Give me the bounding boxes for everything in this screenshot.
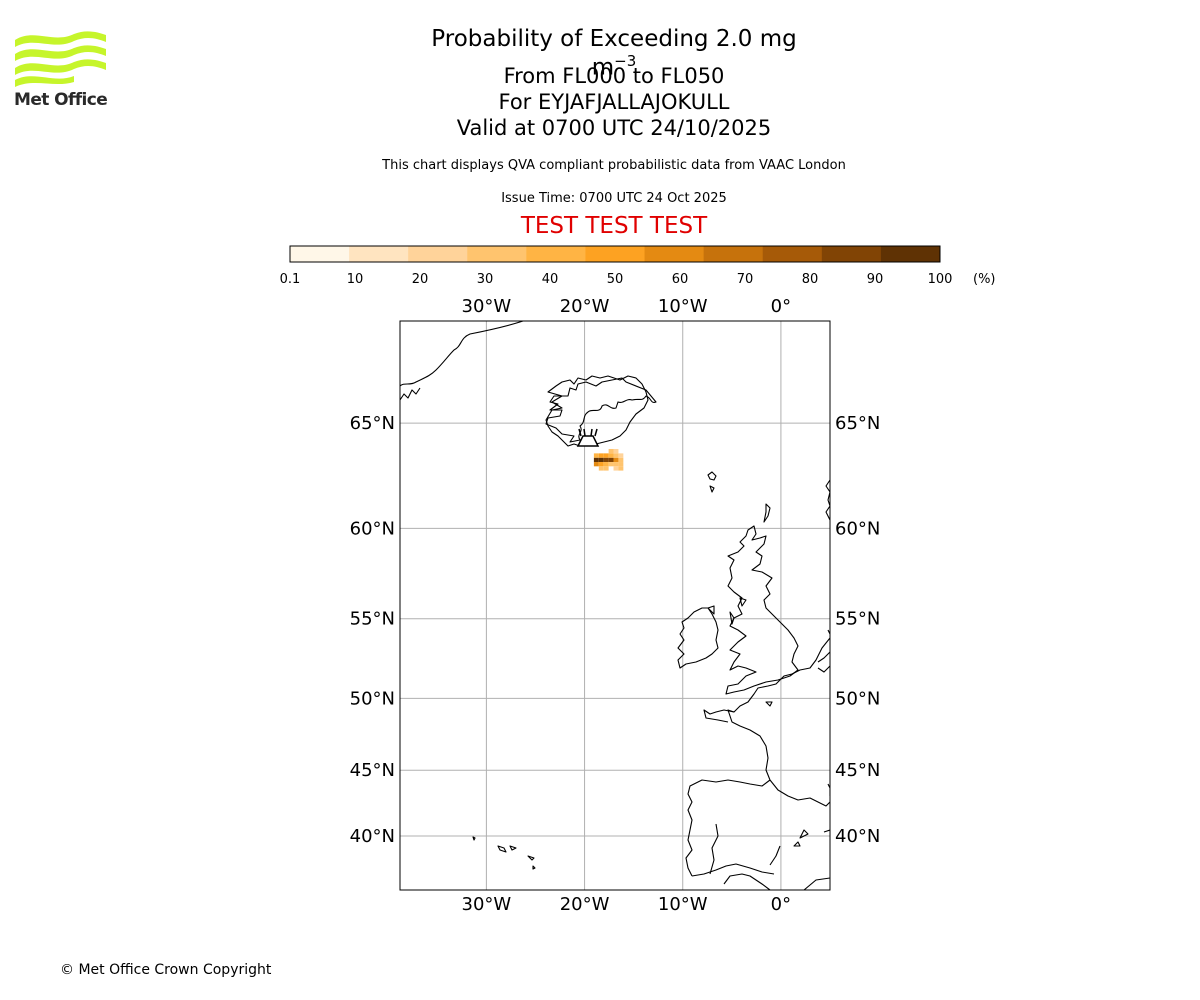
flight-level-range: From FL000 to FL050 bbox=[503, 64, 725, 88]
colorbar-tick-label: 10 bbox=[347, 272, 364, 287]
colorbar-border bbox=[289, 245, 941, 263]
chart-title: Probability of Exceeding 2.0 mg m−3 bbox=[414, 26, 814, 81]
longitude-labels-bottom: 30°W 20°W 10°W 0° bbox=[462, 894, 792, 915]
colorbar-tick-label: 90 bbox=[867, 272, 884, 287]
colorbar-cell bbox=[703, 246, 764, 262]
lon-label-bottom: 10°W bbox=[658, 894, 708, 915]
title-superscript: −3 bbox=[614, 52, 637, 70]
heatmap-cell bbox=[603, 462, 609, 467]
colorbar-cell bbox=[880, 246, 941, 262]
lon-label-bottom: 0° bbox=[771, 894, 791, 915]
test-banner: TEST TEST TEST bbox=[520, 213, 708, 239]
heatmap-cell bbox=[598, 466, 604, 471]
valid-time: Valid at 0700 UTC 24/10/2025 bbox=[456, 116, 772, 140]
coastlines bbox=[400, 321, 830, 890]
title-main: Probability of Exceeding 2.0 mg m bbox=[431, 26, 797, 81]
heatmap-cell bbox=[598, 457, 604, 463]
heatmap-cell bbox=[598, 462, 604, 467]
heatmap-cell bbox=[598, 453, 604, 458]
heatmap-cell bbox=[613, 457, 619, 463]
colorbar: 0.1 10 20 30 40 50 60 70 80 90 100 (%) bbox=[280, 245, 996, 287]
colorbar-tick-label: 30 bbox=[477, 272, 494, 287]
probability-heatmap bbox=[593, 448, 624, 471]
map-frame bbox=[399, 320, 831, 891]
colorbar-tick-label: 0.1 bbox=[280, 272, 301, 287]
lat-label-right: 60°N bbox=[835, 518, 880, 539]
lat-label-left: 55°N bbox=[350, 609, 395, 630]
gridlines bbox=[400, 321, 830, 890]
colorbar-tick-label: 100 bbox=[928, 272, 953, 287]
heatmap-cell bbox=[593, 462, 599, 467]
colorbar-cell bbox=[644, 246, 705, 262]
chart-subtitle: This chart displays QVA compliant probab… bbox=[382, 158, 846, 173]
lat-label-right: 40°N bbox=[835, 826, 880, 847]
heatmap-cell bbox=[618, 466, 624, 471]
heatmap-cell bbox=[603, 466, 609, 471]
lon-label-top: 10°W bbox=[658, 296, 708, 317]
lat-label-left: 65°N bbox=[350, 413, 395, 434]
map: 30°W 20°W 10°W 0° 30°W 20°W 10°W 0° 65°N 60°N 55… bbox=[350, 296, 881, 915]
colorbar-tick-label: 60 bbox=[672, 272, 689, 287]
heatmap-cell bbox=[608, 448, 614, 454]
logo-text: Met Office bbox=[14, 90, 108, 110]
lat-label-right: 55°N bbox=[835, 609, 880, 630]
lon-label-top: 0° bbox=[771, 296, 791, 317]
lon-label-top: 20°W bbox=[560, 296, 610, 317]
latitude-labels-right: 65°N 60°N 55°N 50°N 45°N 40°N bbox=[835, 413, 880, 847]
colorbar-tick-label: 70 bbox=[737, 272, 754, 287]
lon-label-top: 30°W bbox=[462, 296, 512, 317]
lat-label-right: 50°N bbox=[835, 688, 880, 709]
heatmap-cell bbox=[608, 457, 614, 463]
volcano-name: For EYJAFJALLAJOKULL bbox=[498, 90, 730, 114]
lat-label-left: 40°N bbox=[350, 826, 395, 847]
colorbar-cell bbox=[821, 246, 882, 262]
lat-label-right: 65°N bbox=[835, 413, 880, 434]
colorbar-cell bbox=[585, 246, 646, 262]
lat-label-right: 45°N bbox=[835, 760, 880, 781]
colorbar-tick-label: 20 bbox=[412, 272, 429, 287]
heatmap-cell bbox=[603, 453, 609, 458]
copyright-notice: © Met Office Crown Copyright bbox=[60, 962, 272, 978]
lon-label-bottom: 20°W bbox=[560, 894, 610, 915]
heatmap-cell bbox=[618, 457, 624, 463]
volcano-icon bbox=[576, 428, 600, 447]
latitude-labels-left: 65°N 60°N 55°N 50°N 45°N 40°N bbox=[350, 413, 395, 847]
lat-label-left: 50°N bbox=[350, 688, 395, 709]
colorbar-cell bbox=[526, 246, 586, 262]
lon-label-bottom: 30°W bbox=[462, 894, 512, 915]
heatmap-cell bbox=[613, 466, 619, 471]
colorbar-cell bbox=[408, 246, 468, 262]
heatmap-cell bbox=[618, 462, 624, 467]
colorbar-tick-label: 40 bbox=[542, 272, 559, 287]
heatmap-cell bbox=[608, 462, 614, 467]
heatmap-cell bbox=[593, 457, 599, 463]
lat-label-left: 45°N bbox=[350, 760, 395, 781]
logo-waves-icon bbox=[15, 31, 106, 87]
heatmap-cell bbox=[613, 448, 619, 454]
heatmap-cell bbox=[593, 453, 599, 458]
heatmap-cell bbox=[603, 457, 609, 463]
colorbar-cell bbox=[762, 246, 823, 262]
met-office-logo: Met Office bbox=[14, 30, 108, 112]
colorbar-cell bbox=[290, 246, 350, 262]
colorbar-tick-label: 50 bbox=[607, 272, 624, 287]
colorbar-tick-label: 80 bbox=[802, 272, 819, 287]
longitude-labels-top: 30°W 20°W 10°W 0° bbox=[462, 296, 792, 317]
colorbar-ticks: 0.1 10 20 30 40 50 60 70 80 90 100 bbox=[280, 272, 953, 287]
heatmap-cell bbox=[618, 453, 624, 458]
colorbar-cell bbox=[349, 246, 409, 262]
colorbar-cell bbox=[467, 246, 527, 262]
heatmap-cell bbox=[613, 453, 619, 458]
colorbar-cells bbox=[289, 245, 941, 263]
heatmap-cell bbox=[608, 453, 614, 458]
issue-time: Issue Time: 0700 UTC 24 Oct 2025 bbox=[501, 191, 727, 206]
heatmap-cell bbox=[613, 462, 619, 467]
colorbar-unit: (%) bbox=[973, 272, 996, 287]
lat-label-left: 60°N bbox=[350, 518, 395, 539]
